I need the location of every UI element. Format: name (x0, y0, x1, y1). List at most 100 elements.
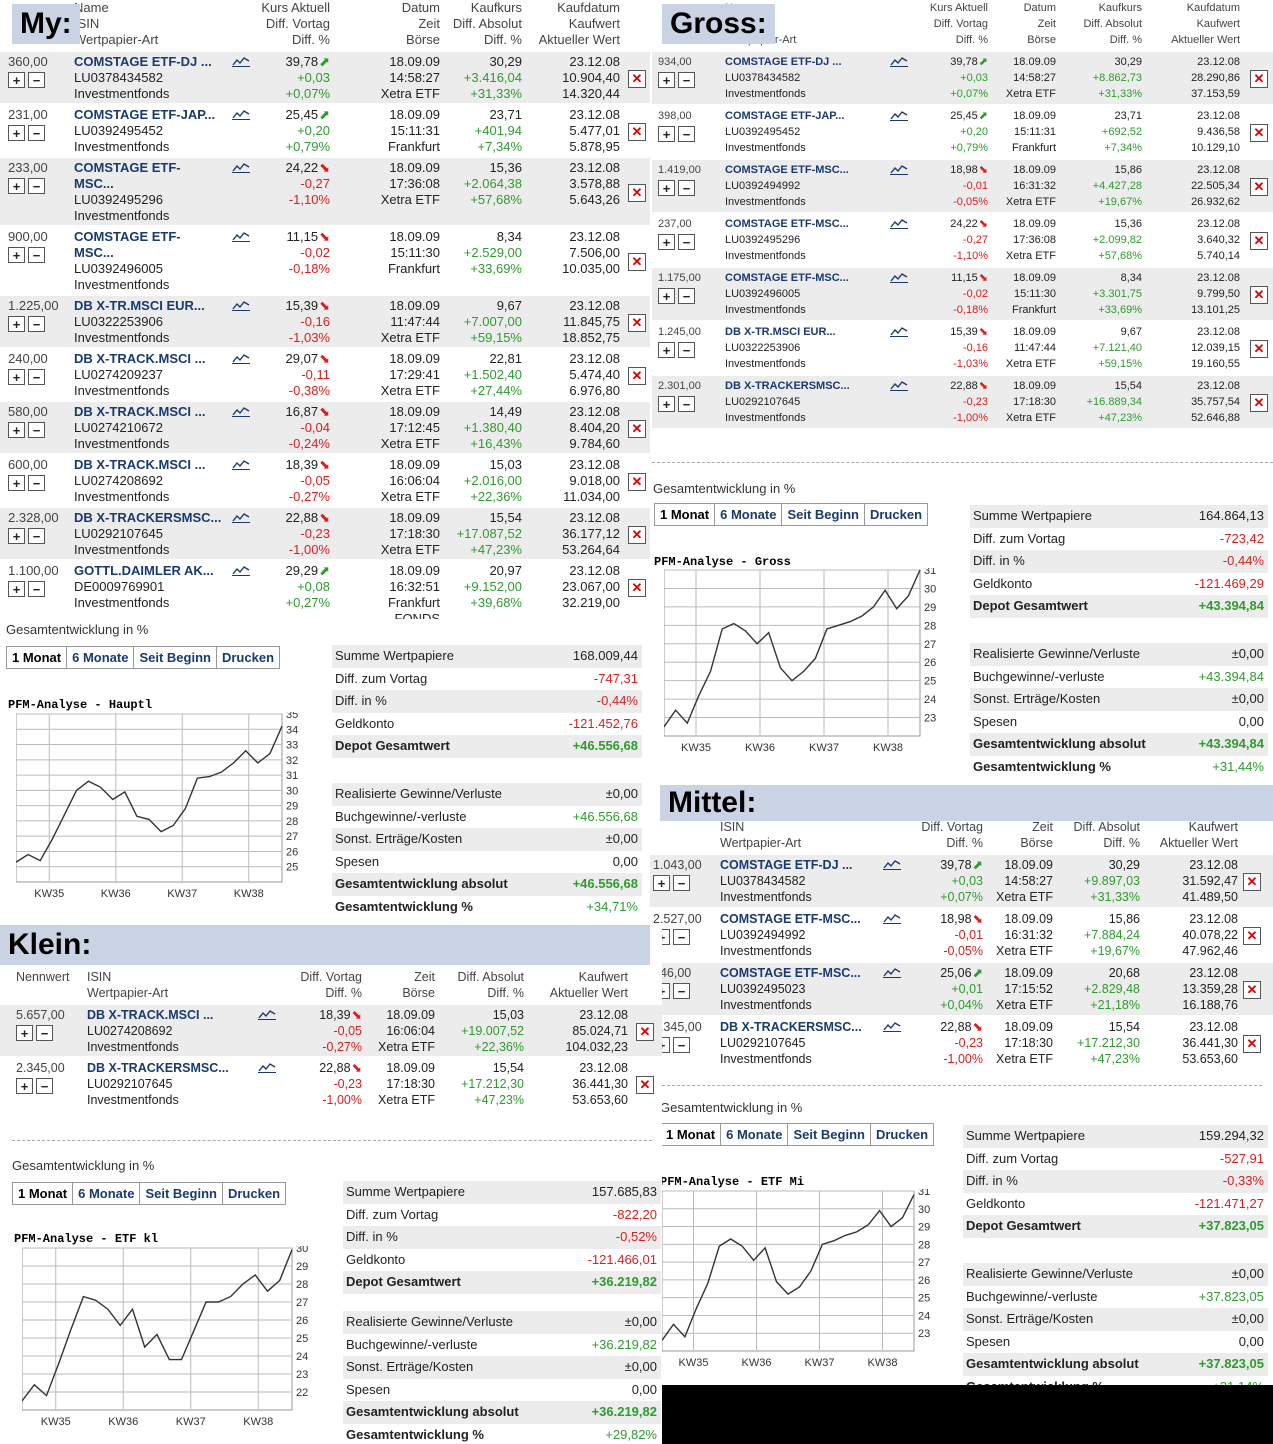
delete-icon[interactable]: ✕ (1243, 873, 1261, 891)
minus-icon[interactable]: − (28, 369, 45, 385)
plus-icon[interactable]: + (8, 369, 25, 385)
quantity-stepper[interactable]: +− (658, 126, 695, 142)
column-header-kd[interactable]: Kaufdatum (1186, 2, 1240, 14)
column-header-boerse[interactable]: Börse (1020, 836, 1053, 850)
sparkline-icon[interactable] (890, 56, 908, 67)
sparkline-icon[interactable] (232, 162, 250, 173)
minus-icon[interactable]: − (678, 234, 695, 250)
delete-icon[interactable]: ✕ (1250, 124, 1268, 142)
column-header-name[interactable]: Name (74, 0, 109, 15)
column-header-dp2[interactable]: Diff. % (487, 986, 524, 1000)
minus-icon[interactable]: − (678, 180, 695, 196)
column-header-da[interactable]: Diff. Absolut (457, 970, 524, 984)
tab-1-monat[interactable]: 1 Monat (13, 1183, 74, 1204)
column-header-dp[interactable]: Diff. % (946, 836, 983, 850)
column-header-kurs[interactable]: Kurs Aktuell (929, 2, 988, 14)
minus-icon[interactable]: − (678, 72, 695, 88)
delete-icon[interactable]: ✕ (628, 184, 646, 202)
sparkline-icon[interactable] (890, 164, 908, 175)
column-header-kw[interactable]: Kaufwert (1196, 18, 1240, 30)
delete-icon[interactable]: ✕ (636, 1076, 654, 1094)
column-header-aw[interactable]: Aktueller Wert (538, 32, 620, 47)
minus-icon[interactable]: − (36, 1025, 53, 1041)
table-row[interactable]: 934,00 + − COMSTAGE ETF-DJ ... LU0378434582 I… (652, 50, 1273, 104)
plus-icon[interactable]: + (8, 316, 25, 332)
delete-icon[interactable]: ✕ (628, 123, 646, 141)
column-header-da[interactable]: Diff. Absolut (452, 16, 522, 31)
minus-icon[interactable]: − (678, 288, 695, 304)
column-header-datum[interactable]: Datum (1023, 2, 1056, 14)
sparkline-icon[interactable] (232, 353, 250, 364)
plus-icon[interactable]: + (8, 422, 25, 438)
minus-icon[interactable]: − (28, 247, 45, 263)
quantity-stepper[interactable]: +− (658, 234, 695, 250)
delete-icon[interactable]: ✕ (1250, 70, 1268, 88)
sparkline-icon[interactable] (232, 565, 250, 576)
sparkline-icon[interactable] (883, 967, 901, 978)
table-row[interactable]: 580,00 + − DB X-TRACK.MSCI ... LU0274210672 I… (0, 400, 650, 453)
plus-icon[interactable]: + (658, 396, 675, 412)
quantity-stepper[interactable]: +− (16, 1078, 53, 1094)
table-row[interactable]: 2.345,00+−DB X-TRACKERSMSC...LU029210764… (650, 1015, 1273, 1069)
print-button[interactable]: Drucken (221, 650, 275, 665)
column-header-art[interactable]: Wertpapier-Art (74, 32, 159, 47)
tab-seit-beginn[interactable]: Seit Beginn (140, 1183, 223, 1204)
delete-icon[interactable]: ✕ (636, 1023, 654, 1041)
minus-icon[interactable]: − (28, 581, 45, 597)
quantity-stepper[interactable]: +− (8, 178, 45, 194)
column-header-kw[interactable]: Kaufwert (578, 970, 628, 984)
plus-icon[interactable]: + (8, 475, 25, 491)
column-header-art[interactable]: Wertpapier-Art (720, 836, 802, 850)
sparkline-icon[interactable] (232, 300, 250, 311)
column-header-dp[interactable]: Diff. % (955, 34, 988, 46)
sparkline-icon[interactable] (232, 56, 250, 67)
column-header-zeit[interactable]: Zeit (1037, 18, 1056, 30)
print-button[interactable]: Drucken (875, 1127, 929, 1142)
table-row[interactable]: 2.328,00 + − DB X-TRACKERSMSC... LU029210764… (0, 506, 650, 559)
column-header-dp2[interactable]: Diff. % (1109, 34, 1142, 46)
plus-icon[interactable]: + (8, 247, 25, 263)
delete-icon[interactable]: ✕ (1243, 981, 1261, 999)
column-header-isin[interactable]: ISIN (74, 16, 100, 31)
delete-icon[interactable]: ✕ (1243, 1035, 1261, 1053)
quantity-stepper[interactable]: +− (653, 875, 690, 891)
sparkline-icon[interactable] (883, 913, 901, 924)
delete-icon[interactable]: ✕ (628, 367, 646, 385)
column-header-kd[interactable]: Kaufdatum (557, 0, 620, 15)
plus-icon[interactable]: + (653, 875, 670, 891)
tab-6-monate[interactable]: 6 Monate (715, 504, 783, 525)
table-row[interactable]: 233,00 + − COMSTAGE ETF- MSC... LU0392495296 I… (0, 156, 650, 225)
delete-icon[interactable]: ✕ (1250, 394, 1268, 412)
plus-icon[interactable]: + (658, 288, 675, 304)
table-row[interactable]: 1.100,00 + − GOTTL.DAIMLER AK... DE000976990… (0, 559, 650, 619)
quantity-stepper[interactable]: +− (8, 528, 45, 544)
column-header-dp[interactable]: Diff. % (291, 32, 330, 47)
delete-icon[interactable]: ✕ (628, 473, 646, 491)
column-header-zeit[interactable]: Zeit (414, 970, 435, 984)
delete-icon[interactable]: ✕ (1250, 286, 1268, 304)
quantity-stepper[interactable]: +− (658, 396, 695, 412)
delete-icon[interactable]: ✕ (1250, 178, 1268, 196)
table-row[interactable]: 240,00 + − DB X-TRACK.MSCI ... LU0274209237 I… (0, 347, 650, 400)
quantity-stepper[interactable]: +− (8, 247, 45, 263)
sparkline-icon[interactable] (258, 1062, 276, 1073)
table-row[interactable]: 1.419,00 + − COMSTAGE ETF-MSC... LU039249499… (652, 158, 1273, 212)
delete-icon[interactable]: ✕ (628, 420, 646, 438)
tab-seit-beginn[interactable]: Seit Beginn (134, 647, 217, 668)
column-header-dp[interactable]: Diff. % (325, 986, 362, 1000)
minus-icon[interactable]: − (673, 929, 690, 945)
sparkline-icon[interactable] (232, 459, 250, 470)
sparkline-icon[interactable] (232, 109, 250, 120)
column-header-kurs[interactable]: Kurs Aktuell (261, 0, 330, 15)
quantity-stepper[interactable]: +− (8, 475, 45, 491)
table-row[interactable]: 1.225,00 + − DB X-TR.MSCI EUR... LU032225390… (0, 294, 650, 347)
column-header-zeit[interactable]: Zeit (1032, 820, 1053, 834)
tab-seit-beginn[interactable]: Seit Beginn (788, 1124, 871, 1145)
column-header-aw[interactable]: Aktueller Wert (549, 986, 628, 1000)
minus-icon[interactable]: − (678, 396, 695, 412)
quantity-stepper[interactable]: +− (658, 342, 695, 358)
table-row[interactable]: 646,00+−COMSTAGE ETF-MSC...LU0392495023I… (650, 961, 1273, 1015)
table-row[interactable]: 360,00 + − COMSTAGE ETF-DJ ... LU0378434582 I… (0, 50, 650, 103)
quantity-stepper[interactable]: +− (8, 125, 45, 141)
table-row[interactable]: 1.043,00 + − COMSTAGE ETF-DJ ... LU037843458… (650, 853, 1273, 907)
